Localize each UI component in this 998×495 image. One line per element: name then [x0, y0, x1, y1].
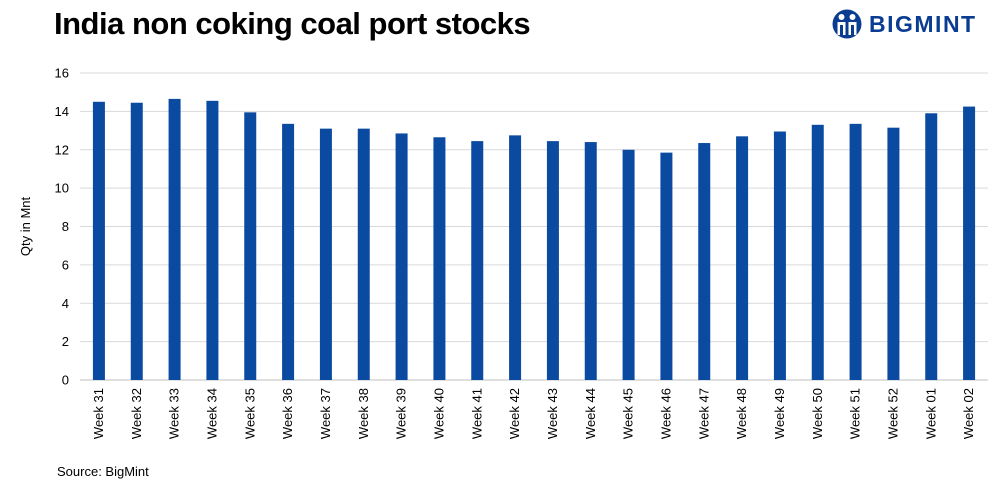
bar: [584, 142, 597, 380]
x-tick-label: Week 37: [318, 388, 333, 439]
y-tick-label: 6: [62, 257, 69, 272]
bar: [206, 100, 219, 381]
bar: [509, 135, 522, 380]
bar: [244, 112, 257, 380]
x-tick-label: Week 41: [469, 388, 484, 439]
y-tick-label: 2: [62, 334, 69, 349]
x-tick-label: Week 36: [280, 388, 295, 439]
y-tick-label: 16: [55, 66, 69, 81]
brand-name: BIGMINT: [869, 10, 977, 37]
bar: [395, 133, 408, 380]
bar: [622, 149, 635, 380]
x-tick-label: Week 50: [810, 388, 825, 439]
gridlines: [80, 72, 988, 381]
x-tick-label: Week 49: [772, 388, 787, 439]
y-tick-label: 8: [62, 219, 69, 234]
x-tick-label: Week 39: [394, 388, 409, 439]
y-tick-label: 0: [62, 373, 69, 388]
x-tick-label: Week 40: [431, 388, 446, 439]
bar: [130, 102, 143, 380]
x-tick-label: Week 52: [885, 388, 900, 439]
bar: [546, 141, 559, 380]
bar: [773, 131, 786, 380]
bar: [698, 143, 711, 380]
bar: [925, 113, 938, 380]
bar: [963, 106, 976, 380]
x-tick-label: Week 45: [621, 388, 636, 439]
bar: [471, 141, 484, 380]
bar: [319, 128, 332, 380]
x-tick-label: Week 34: [204, 388, 219, 439]
x-tick-label: Week 33: [167, 388, 182, 439]
x-tick-label: Week 46: [658, 388, 673, 439]
y-tick-label: 10: [55, 181, 69, 196]
x-tick-label: Week 51: [848, 388, 863, 439]
x-tick-label: Week 42: [507, 388, 522, 439]
bar: [357, 128, 370, 380]
bar: [736, 136, 749, 380]
bigmint-logo-icon: [832, 9, 862, 39]
x-tick-label: Week 02: [961, 388, 976, 439]
x-tick-label: Week 31: [91, 388, 106, 439]
bar: [887, 127, 900, 380]
y-axis-label: Qty in Mnt: [18, 197, 33, 257]
x-tick-label: Week 48: [734, 388, 749, 439]
x-tick-label: Week 38: [356, 388, 371, 439]
x-tick-label: Week 35: [242, 388, 257, 439]
bar: [849, 123, 862, 381]
bar: [168, 98, 181, 380]
brand-logo: BIGMINT: [832, 6, 977, 42]
y-tick-label: 12: [55, 142, 69, 157]
bars: [92, 98, 976, 381]
bar: [92, 101, 105, 380]
bar: [433, 137, 446, 380]
bar: [811, 124, 824, 381]
source-note: Source: BigMint: [57, 464, 149, 479]
x-tick-label: Week 01: [923, 388, 938, 439]
x-tick-label: Week 47: [696, 388, 711, 439]
bar: [282, 123, 295, 381]
x-tick-label: Week 43: [545, 388, 560, 439]
y-tick-label: 14: [55, 104, 69, 119]
y-tick-label: 4: [62, 296, 69, 311]
y-axis-ticks: 0 2 4 6 8 10 12 14 16: [55, 66, 69, 388]
x-tick-label: Week 32: [129, 388, 144, 439]
x-axis-ticks: Week 31 Week 32 Week 33 Week 34 Week 35 Week …: [91, 388, 976, 439]
x-tick-label: Week 44: [583, 388, 598, 439]
chart-title: India non coking coal port stocks: [54, 6, 531, 41]
bar: [660, 152, 673, 380]
